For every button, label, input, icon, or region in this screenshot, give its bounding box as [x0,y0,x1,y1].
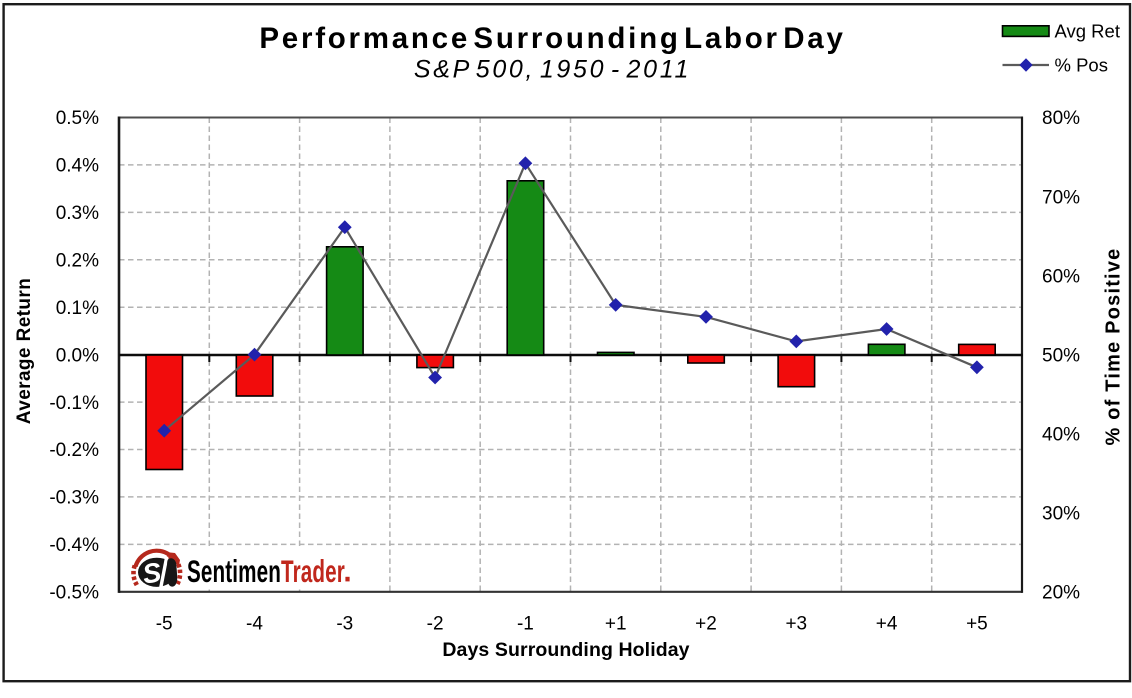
svg-text:+3: +3 [785,614,807,635]
svg-text:SentimenTrader: SentimenTrader [187,554,345,590]
svg-text:-0.4%: -0.4% [49,535,99,556]
svg-text:-0.1%: -0.1% [49,393,99,414]
svg-text:+1: +1 [605,614,627,635]
svg-text:40%: 40% [1042,424,1080,445]
svg-text:-1: -1 [517,614,534,635]
svg-text:% of Time Positive: % of Time Positive [1103,248,1125,446]
svg-text:0.0%: 0.0% [56,345,99,366]
svg-text:-2: -2 [427,614,444,635]
svg-text:Performance Surrounding Labor: Performance Surrounding Labor Day [259,22,845,55]
svg-text:+2: +2 [695,614,717,635]
svg-text:Avg Ret: Avg Ret [1055,20,1120,41]
svg-text:S&P 500, 1950 - 2011: S&P 500, 1950 - 2011 [414,56,691,84]
svg-text:-3: -3 [336,614,353,635]
svg-text:+5: +5 [966,614,988,635]
svg-text:-4: -4 [246,614,263,635]
svg-text:-0.3%: -0.3% [49,488,99,509]
svg-text:30%: 30% [1042,504,1080,525]
svg-text:0.3%: 0.3% [56,203,99,224]
svg-text:0.1%: 0.1% [56,298,99,319]
svg-text:+4: +4 [876,614,898,635]
svg-text:% Pos: % Pos [1055,55,1108,76]
svg-text:-0.5%: -0.5% [49,583,99,604]
svg-text:80%: 80% [1042,108,1080,129]
svg-text:0.5%: 0.5% [56,108,99,129]
svg-text:Days Surrounding Holiday: Days Surrounding Holiday [442,639,689,661]
svg-text:S: S [140,556,164,590]
svg-text:70%: 70% [1042,187,1080,208]
svg-text:-0.2%: -0.2% [49,440,99,461]
svg-text:50%: 50% [1042,345,1080,366]
svg-text:-5: -5 [156,614,173,635]
svg-text:Average Return: Average Return [14,278,35,424]
svg-text:0.4%: 0.4% [56,156,99,177]
svg-text:20%: 20% [1042,583,1080,604]
svg-text:60%: 60% [1042,266,1080,287]
svg-text:0.2%: 0.2% [56,251,99,272]
